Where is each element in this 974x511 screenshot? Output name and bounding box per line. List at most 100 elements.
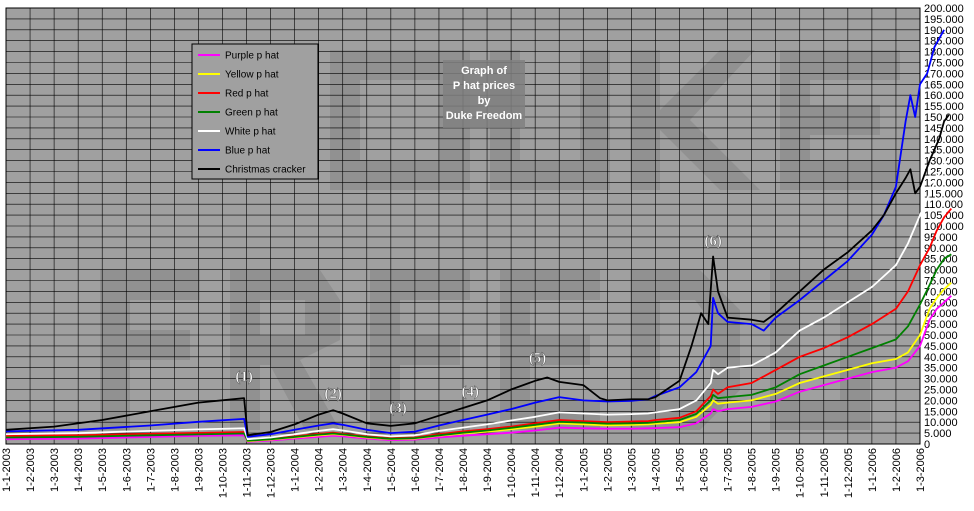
x-tick-label: 1-8-2005 [747,448,759,492]
y-tick-label: 50.000 [924,330,958,342]
x-tick-label: 1-2-2006 [891,448,903,492]
annotation-label: (2) [324,386,342,402]
x-tick-label: 1-2-2004 [314,448,326,492]
x-tick-label: 1-9-2003 [193,448,205,492]
x-tick-label: 1-5-2004 [386,448,398,492]
x-tick-label: 1-5-2003 [97,448,109,492]
x-tick-label: 1-4-2005 [650,448,662,492]
series-line-green-p-hat [5,253,952,442]
y-tick-label: 130.000 [924,156,964,168]
annotation-label: (6) [704,234,722,250]
x-tick-label: 1-1-2004 [290,448,302,492]
title-line-2: P hat prices [453,80,515,92]
y-tick-label: 15.000 [924,406,958,418]
x-tick-label: 1-7-2005 [723,448,735,492]
watermark-logo [100,50,900,430]
y-tick-label: 85.000 [924,254,958,266]
x-tick-label: 1-7-2003 [145,448,157,492]
x-tick-label: 1-1-2003 [1,448,13,492]
y-tick-label: 125.000 [924,167,964,179]
y-tick-label: 100.000 [924,221,964,233]
y-tick-label: 5.000 [924,428,952,440]
y-tick-label: 35.000 [924,363,958,375]
x-tick-label: 1-8-2003 [169,448,181,492]
y-tick-label: 200.000 [924,3,964,15]
y-tick-label: 55.000 [924,319,958,331]
title-line-4: Duke Freedom [446,110,523,122]
x-tick-label: 1-9-2004 [482,448,494,492]
y-tick-label: 180.000 [924,47,964,59]
x-tick-label: 1-2-2003 [25,448,37,492]
y-tick-label: 60.000 [924,308,958,320]
y-tick-label: 90.000 [924,243,958,255]
x-tick-label: 1-6-2005 [699,448,711,492]
y-tick-label: 195.000 [924,14,964,26]
y-tick-label: 165.000 [924,79,964,91]
legend-label: Green p hat [225,108,278,119]
legend-label: Christmas cracker [225,165,306,176]
x-tick-label: 1-8-2004 [458,448,470,492]
x-tick-label: 1-5-2005 [674,448,686,492]
annotation-label: (4) [461,384,479,400]
x-tick-label: 1-1-2006 [867,448,879,492]
x-tick-label: 1-11-2005 [819,448,831,497]
x-tick-label: 1-7-2004 [434,448,446,492]
y-tick-label: 80.000 [924,265,958,277]
series-line-purple-p-hat [5,295,952,443]
y-tick-label: 150.000 [924,112,964,124]
y-tick-label: 45.000 [924,341,958,353]
x-tick-label: 1-3-2006 [915,448,927,492]
x-tick-label: 1-4-2003 [73,448,85,492]
y-tick-label: 115.000 [924,188,963,200]
x-tick-label: 1-10-2005 [795,448,807,498]
legend-label: Blue p hat [225,146,270,157]
y-tick-label: 30.000 [924,374,958,386]
y-tick-label: 40.000 [924,352,958,364]
annotation-label: (5) [529,350,547,366]
y-tick-label: 170.000 [924,68,964,80]
y-tick-label: 65.000 [924,297,958,309]
x-tick-label: 1-11-2004 [530,448,542,497]
y-tick-label: 110.000 [924,199,963,211]
x-tick-label: 1-3-2003 [49,448,61,492]
legend-label: Yellow p hat [225,70,279,81]
annotation-label: (1) [235,369,253,385]
y-tick-label: 145.000 [924,123,964,135]
y-tick-label: 0 [924,439,930,451]
x-tick-label: 1-11-2003 [242,448,254,497]
x-tick-label: 1-12-2003 [266,448,278,498]
x-tick-label: 1-6-2003 [121,448,133,492]
y-tick-label: 185.000 [924,36,964,48]
y-tick-label: 155.000 [924,101,964,113]
legend-label: White p hat [225,127,276,138]
title-line-1: Graph of [461,65,507,77]
y-tick-label: 10.000 [924,417,958,429]
x-tick-label: 1-12-2004 [554,448,566,498]
x-tick-label: 1-1-2005 [578,448,590,492]
y-tick-label: 140.000 [924,134,964,146]
y-tick-label: 160.000 [924,90,964,102]
series-line-white-p-hat [5,155,952,441]
legend: Purple p hat Yellow p hat Red p hat Green p… [191,43,319,180]
y-tick-label: 25.000 [924,385,958,397]
x-tick-label: 1-3-2004 [338,448,350,492]
x-tick-label: 1-12-2005 [843,448,855,498]
x-tick-label: 1-3-2005 [626,448,638,492]
y-tick-label: 135.000 [924,145,964,157]
legend-label: Red p hat [225,89,269,100]
x-tick-label: 1-2-2005 [602,448,614,492]
series-line-christmas-cracker [5,114,950,437]
y-tick-label: 120.000 [924,177,964,189]
x-tick-label: 1-6-2004 [410,448,422,492]
y-tick-label: 20.000 [924,395,958,407]
x-tick-label: 1-9-2005 [771,448,783,492]
y-tick-label: 175.000 [924,58,964,70]
x-tick-label: 1-10-2004 [506,448,518,498]
chart-title: Graph of P hat prices by Duke Freedom [443,60,525,128]
y-tick-label: 105.000 [924,210,964,222]
title-line-3: by [478,95,492,107]
annotation-label: (3) [389,400,407,416]
y-tick-label: 95.000 [924,232,958,244]
x-tick-label: 1-10-2003 [217,448,229,498]
